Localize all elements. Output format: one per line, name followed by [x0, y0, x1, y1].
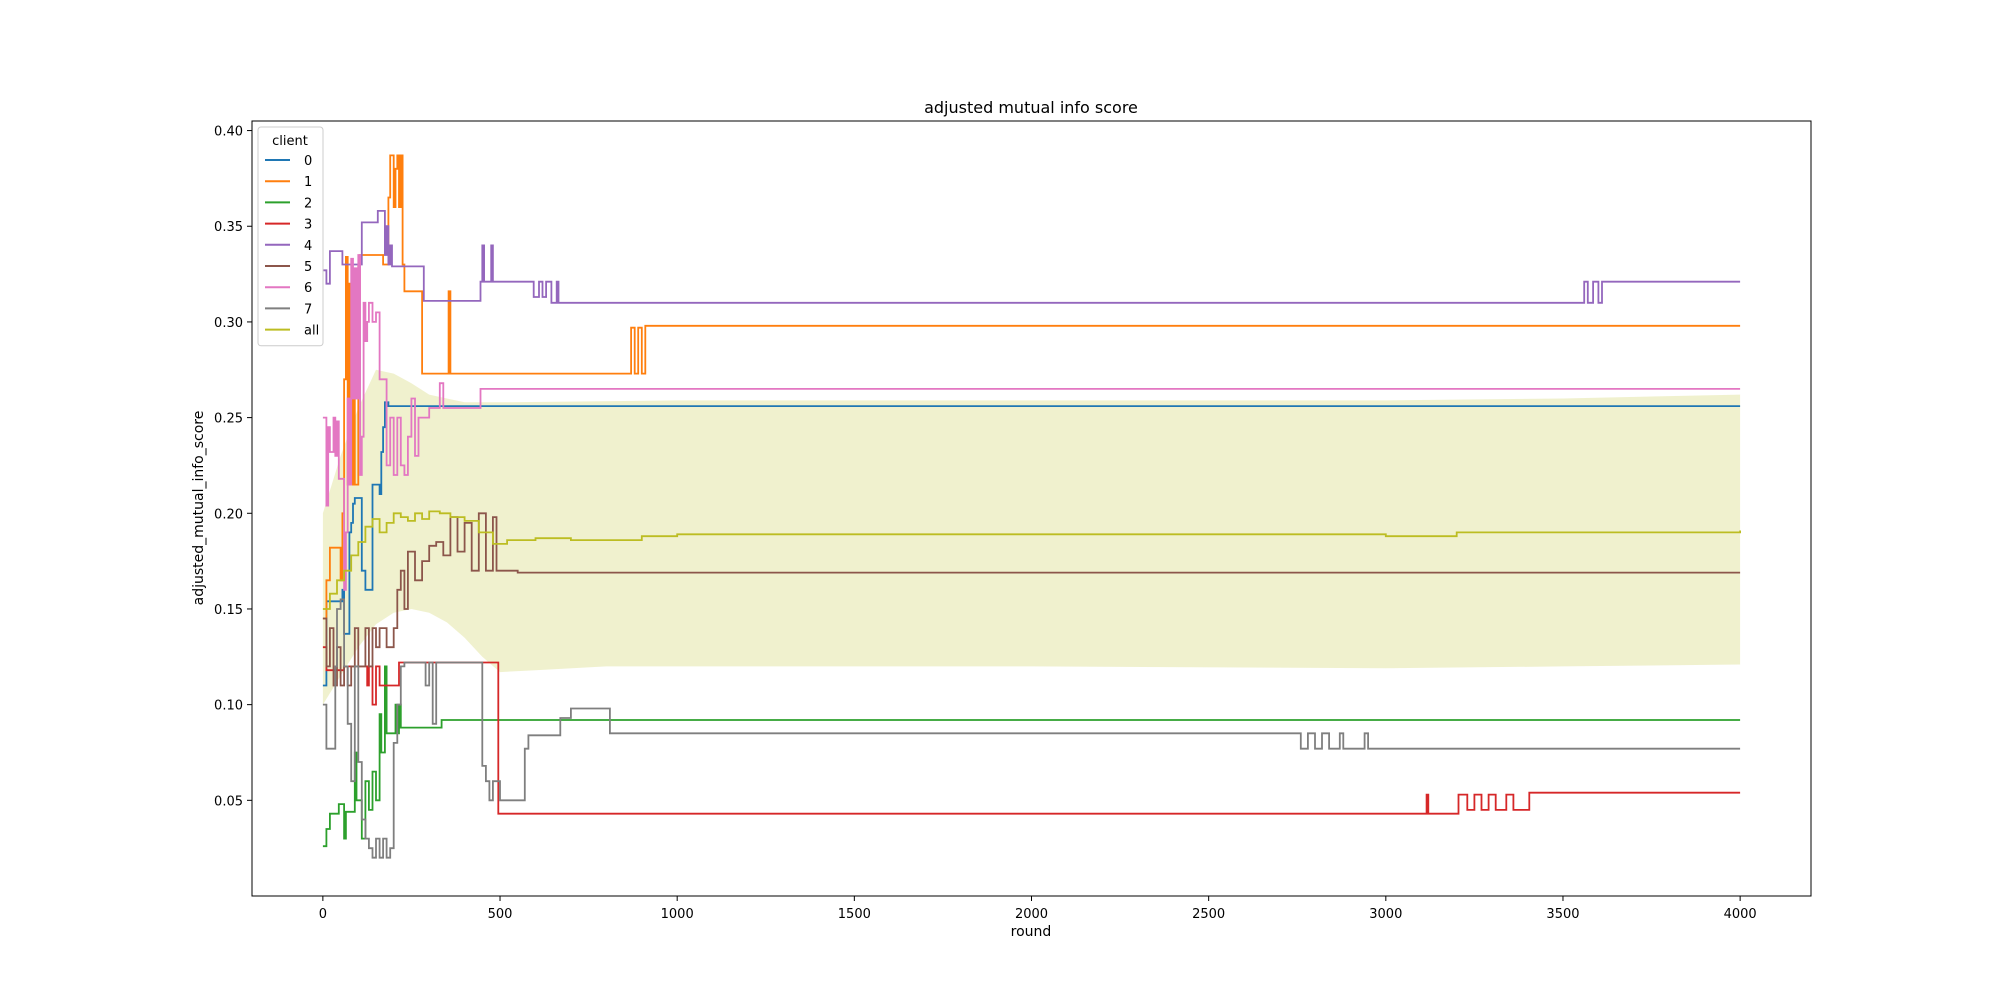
y-tick-label: 0.25 [214, 412, 243, 427]
x-axis-label: round [1011, 924, 1052, 940]
x-tick-label: 4000 [1724, 907, 1757, 922]
y-tick-label: 0.10 [214, 699, 243, 714]
legend-label-4: 4 [304, 239, 312, 254]
y-axis-ticks: 0.05 0.10 0.15 0.20 0.25 0.30 0.35 0.40 [214, 125, 252, 809]
x-tick-label: 3000 [1369, 907, 1402, 922]
legend-label-7: 7 [304, 302, 312, 317]
y-tick-label: 0.30 [214, 316, 243, 331]
series-line-3 [322, 646, 1741, 815]
band-area-all [322, 369, 1741, 705]
legend-title: client [272, 134, 308, 149]
series-line-6 [322, 254, 1741, 591]
chart-title: adjusted mutual info score [924, 98, 1138, 117]
series-line-all [322, 510, 1741, 610]
x-axis-ticks: 0 500 1000 1500 2000 2500 3000 3500 4000 [319, 896, 1757, 922]
legend-label-0: 0 [304, 154, 312, 169]
legend-label-5: 5 [304, 260, 312, 275]
y-tick-label: 0.15 [214, 603, 243, 618]
legend-label-2: 2 [304, 196, 312, 211]
x-tick-label: 1000 [661, 907, 694, 922]
series-line-7 [322, 598, 1741, 859]
legend-label-3: 3 [304, 218, 312, 233]
x-tick-label: 3500 [1546, 907, 1579, 922]
x-tick-label: 2500 [1192, 907, 1225, 922]
x-tick-label: 0 [319, 907, 327, 922]
confidence-band [322, 369, 1741, 705]
series-lines [322, 154, 1741, 859]
y-tick-label: 0.40 [214, 125, 243, 140]
y-tick-label: 0.20 [214, 507, 243, 522]
x-tick-label: 2000 [1015, 907, 1048, 922]
x-tick-label: 1500 [838, 907, 871, 922]
legend-label-all: all [304, 324, 319, 339]
legend-label-6: 6 [304, 281, 312, 296]
series-line-1 [322, 154, 1741, 620]
series-line-4 [322, 210, 1741, 304]
legend: client 0 1 2 3 4 5 6 7 all [257, 126, 324, 347]
legend-label-1: 1 [304, 175, 312, 190]
y-tick-label: 0.35 [214, 220, 243, 235]
series-line-2 [322, 665, 1741, 848]
y-axis-label: adjusted_mutual_info_score [191, 411, 207, 606]
y-tick-label: 0.05 [214, 794, 243, 809]
x-tick-label: 500 [488, 907, 513, 922]
